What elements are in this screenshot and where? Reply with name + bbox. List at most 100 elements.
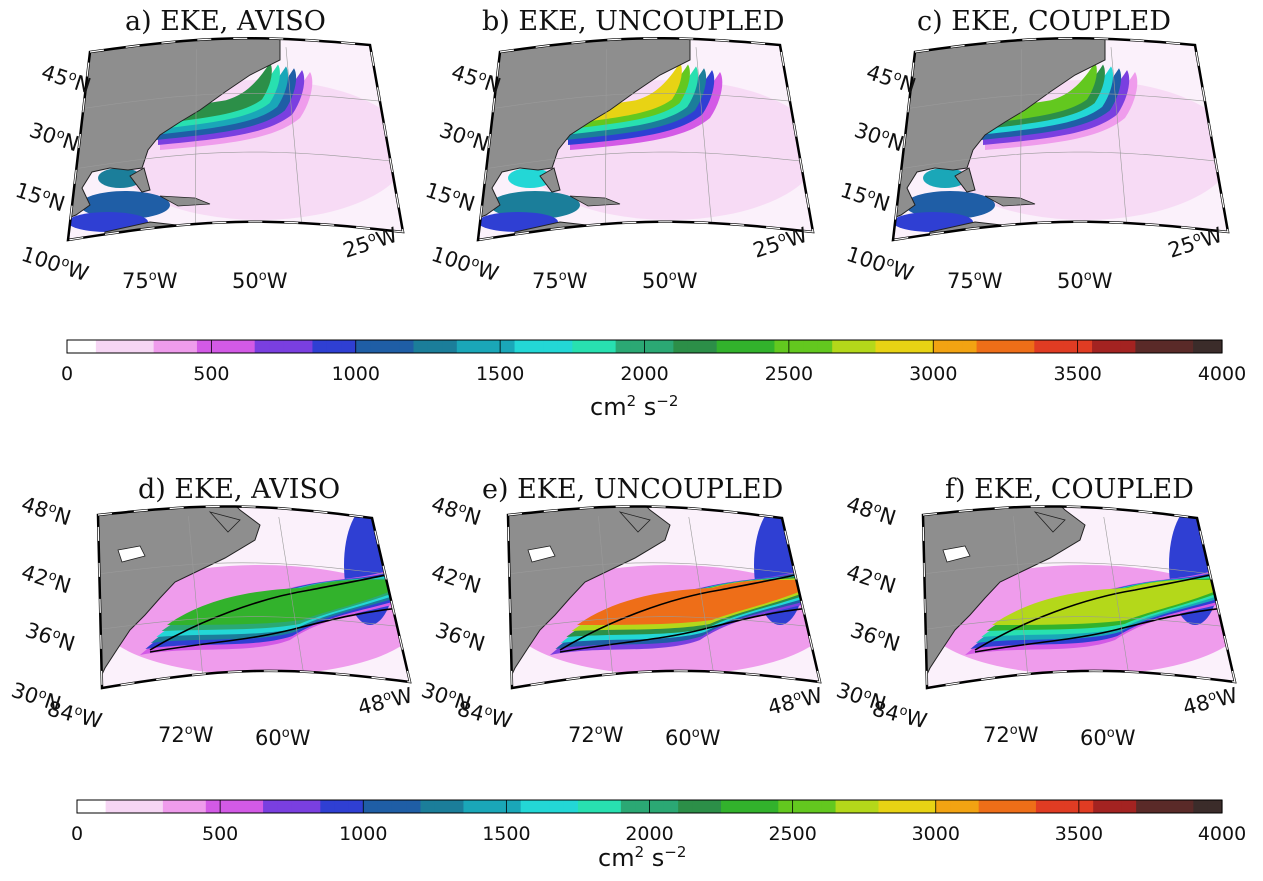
colorbar-segment xyxy=(500,340,516,353)
colorbar-segment xyxy=(687,340,703,353)
colorbar-segment xyxy=(849,800,865,813)
unit-exp: 2 xyxy=(626,392,637,410)
latitude-label: 36oN xyxy=(847,618,902,656)
colorbar-segment xyxy=(630,340,646,353)
latitude-label: 36oN xyxy=(22,618,77,656)
graticule-line xyxy=(99,562,385,575)
map-body xyxy=(98,506,410,688)
colorbar-segment xyxy=(1150,800,1166,813)
colorbar-segment xyxy=(225,340,241,353)
panel-title: d) EKE, AVISO xyxy=(138,474,341,505)
colorbar-segment xyxy=(933,340,949,353)
land-florida xyxy=(539,167,561,193)
colorbar-segment xyxy=(529,340,545,353)
colorbar-segment xyxy=(191,800,207,813)
colorbar-segment xyxy=(892,800,908,813)
graticule-line xyxy=(1103,516,1131,685)
colorbar-segment xyxy=(1120,340,1136,353)
colorbar-segment xyxy=(586,340,602,353)
colorbar-segment xyxy=(1064,800,1080,813)
map-frame-ticks xyxy=(507,505,821,689)
colorbar-segment xyxy=(119,800,135,813)
colorbar-segment xyxy=(1164,800,1180,813)
colorbar-segment xyxy=(341,340,357,353)
colorbar-segment xyxy=(1063,340,1079,353)
colorbar-segment xyxy=(549,800,565,813)
colorbar-segment xyxy=(788,340,804,353)
latitude-label: 30oN xyxy=(851,118,906,156)
colorbar-segment xyxy=(514,340,530,353)
graticule-line xyxy=(688,516,716,685)
colorbar-bottom: 0 500 1000 1500 2000 2500 3000 3500 4000 xyxy=(71,799,1246,840)
graticule-line xyxy=(695,47,713,235)
colorbar-tick-label: 2000 xyxy=(620,363,668,385)
eke-contour xyxy=(149,571,401,653)
longitude-label: 72oW xyxy=(568,723,624,747)
colorbar-segment xyxy=(572,340,588,353)
unit-mid: s xyxy=(651,844,665,872)
graticule-line xyxy=(195,49,197,238)
colorbar-segment xyxy=(139,340,155,353)
colorbar-segment xyxy=(283,340,299,353)
colorbar-segment xyxy=(1078,800,1094,813)
panel-d: d) EKE, AVISO 48oN 42oN 36oN 30oN 84oW 72oW 60… xyxy=(8,470,420,760)
colorbar-segment xyxy=(420,800,436,813)
colorbar-segment xyxy=(964,800,980,813)
graticule-line xyxy=(493,92,790,109)
latitude-label: 42oN xyxy=(843,560,898,598)
colorbar-segment xyxy=(110,340,126,353)
colorbar-tick-label: 3000 xyxy=(912,823,960,840)
colorbar-segment xyxy=(406,800,422,813)
colorbar-segment xyxy=(846,340,862,353)
colorbar-segment xyxy=(535,800,550,813)
colorbar-tick-label: 0 xyxy=(61,363,73,385)
colorbar-segment xyxy=(413,340,429,353)
colorbar-segment xyxy=(363,800,379,813)
colorbar-tick-label: 0 xyxy=(71,823,83,840)
graticule-line xyxy=(188,515,204,687)
colorbar-segment xyxy=(1179,800,1194,813)
map-body xyxy=(508,506,820,688)
gulf-eke xyxy=(98,168,142,188)
colorbar-unit-bottom: cm2 s−2 xyxy=(598,843,686,872)
colorbar-segment xyxy=(67,340,83,353)
panel-title: c) EKE, COUPLED xyxy=(917,6,1171,37)
colorbar-segment xyxy=(240,340,256,353)
colorbar-segment xyxy=(962,340,978,353)
colorbar-segment xyxy=(105,800,121,813)
latitude-label: 15oN xyxy=(837,178,892,216)
colorbar-segment xyxy=(543,340,559,353)
latitude-label: 15oN xyxy=(12,178,67,216)
colorbar-segment xyxy=(557,340,573,353)
colorbar-segment xyxy=(635,800,651,813)
colorbar-segment xyxy=(615,340,631,353)
longitude-label: 48oW xyxy=(1180,683,1240,720)
graticule-line xyxy=(510,616,808,630)
colorbar-segment xyxy=(124,340,140,353)
graticule-line xyxy=(285,47,303,235)
colorbar-segment xyxy=(1019,340,1035,353)
colorbar-segment xyxy=(485,340,501,353)
colorbar-segment xyxy=(370,340,386,353)
graticule-line xyxy=(1020,49,1022,238)
colorbar-segment xyxy=(334,800,350,813)
caribbean-eke xyxy=(490,191,580,219)
colorbar-segment xyxy=(991,340,1007,353)
colorbar-segment xyxy=(921,800,937,813)
colorbar-segment xyxy=(492,800,507,813)
map-frame-ticks xyxy=(922,505,1236,689)
colorbar-segment xyxy=(716,340,732,353)
graticule-line xyxy=(100,616,398,630)
colorbar-segment xyxy=(678,800,694,813)
colorbar-segment xyxy=(878,800,894,813)
unit-mid: s xyxy=(643,393,657,421)
colorbar-segment xyxy=(935,800,951,813)
colorbar-segment xyxy=(889,340,905,353)
land-florida xyxy=(129,167,151,193)
colorbar-segment xyxy=(1005,340,1021,353)
colorbar-segment xyxy=(731,340,747,353)
colorbar-segment xyxy=(471,340,487,353)
colorbar-segment xyxy=(620,800,636,813)
colorbar-segment xyxy=(592,800,608,813)
